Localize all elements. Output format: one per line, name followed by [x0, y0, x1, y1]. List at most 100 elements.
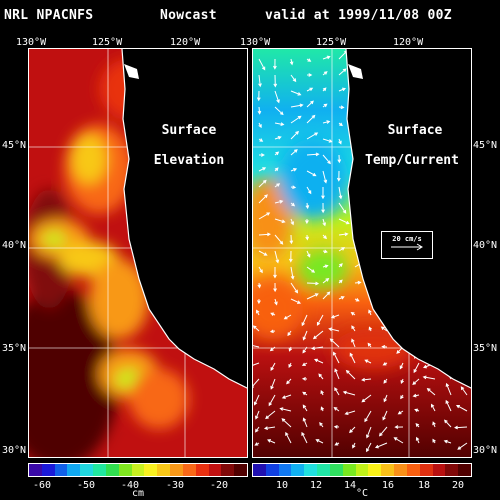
current-vector-74	[322, 138, 333, 143]
current-vector-287	[361, 377, 372, 382]
current-vector-253	[269, 346, 276, 352]
current-vector-306	[445, 382, 452, 396]
current-vector-312	[320, 406, 325, 412]
current-vector-117	[338, 186, 343, 200]
elevation-swatch-9	[144, 464, 158, 476]
model-title: NRL NPACNFS	[4, 8, 94, 23]
elevation-swatch-11	[170, 464, 183, 476]
current-vector-303	[400, 394, 404, 400]
temperature-swatch-3	[291, 464, 305, 476]
current-vector-45	[306, 100, 314, 108]
current-vector-337	[267, 439, 276, 444]
temperature-swatch-4	[304, 464, 318, 476]
current-vector-324	[281, 418, 292, 428]
current-vector-73	[306, 132, 319, 140]
current-vector-16	[290, 74, 297, 83]
current-vector-85	[274, 151, 280, 156]
current-vector-225	[270, 312, 276, 317]
current-vector-116	[321, 186, 325, 200]
temperature-swatch-0	[253, 464, 266, 476]
current-vector-226	[283, 314, 292, 320]
current-vector-266	[253, 362, 260, 366]
temperature-swatch-15	[445, 464, 459, 476]
current-vector-300	[342, 390, 356, 396]
current-vector-322	[255, 426, 260, 433]
temperature-swatch-5	[317, 464, 330, 476]
elev-tick-50: -50	[76, 480, 96, 491]
current-vector-315	[364, 410, 372, 423]
current-vector-283	[301, 377, 308, 381]
temperature-swatch-14	[432, 464, 446, 476]
current-vector-31	[306, 87, 314, 92]
current-vector-211	[274, 298, 278, 306]
current-vector-270	[314, 358, 324, 364]
temp-tick-12: 12	[309, 480, 323, 491]
current-vector-43	[274, 106, 284, 116]
current-vector-126	[258, 194, 268, 204]
current-vector-3	[306, 58, 312, 62]
current-vector-172	[322, 249, 328, 254]
current-vector-128	[290, 202, 296, 207]
current-vector-246	[380, 326, 388, 332]
current-vector-127	[274, 199, 284, 204]
current-vector-330	[378, 426, 388, 437]
lat-label-right-45: 45°N	[473, 140, 498, 151]
current-vector-240	[287, 330, 292, 337]
current-vector-89	[337, 154, 342, 164]
current-vector-42	[257, 106, 262, 115]
current-vector-347	[432, 438, 436, 444]
current-vector-254	[288, 346, 293, 352]
elevation-swatch-10	[157, 464, 171, 476]
vector-scale-arrow-icon	[391, 243, 423, 251]
current-vector-268	[288, 362, 292, 368]
elev-tick-30: -30	[165, 480, 185, 491]
elevation-swatch-0	[29, 464, 42, 476]
current-vector-336	[254, 442, 260, 446]
current-vector-299	[334, 387, 340, 396]
current-vector-1	[273, 58, 277, 70]
temperature-swatch-8	[355, 464, 369, 476]
current-vector-168	[258, 250, 268, 256]
current-vector-98	[258, 167, 267, 172]
current-vector-256	[311, 346, 324, 351]
current-vector-271	[333, 351, 340, 364]
elevation-swatch-12	[182, 464, 196, 476]
current-vector-288	[383, 378, 388, 384]
current-vector-224	[256, 309, 260, 316]
current-vector-290	[412, 378, 420, 385]
temperature-colorbar	[252, 463, 472, 477]
current-vector-156	[289, 234, 294, 245]
current-vector-342	[352, 442, 356, 449]
temperature-swatch-1	[265, 464, 279, 476]
current-vector-275	[399, 362, 404, 370]
current-vector-338	[285, 431, 292, 444]
current-vector-325	[302, 417, 308, 428]
current-vector-340	[315, 439, 324, 444]
elev-tick-20: -20	[209, 480, 229, 491]
current-vector-58	[290, 115, 302, 124]
current-vector-244	[351, 325, 356, 332]
current-vector-75	[338, 138, 342, 145]
elevation-swatch-16	[234, 464, 248, 476]
island-right	[348, 64, 363, 79]
current-vector-61	[338, 122, 343, 127]
current-vector-100	[290, 168, 298, 172]
current-vector-239	[269, 329, 276, 334]
current-vector-284	[318, 373, 324, 380]
left-panel-title-line2: Elevation	[153, 153, 225, 168]
current-vector-238	[253, 325, 260, 332]
current-vector-99	[274, 167, 279, 172]
lat-label-left-35: 35°N	[2, 343, 27, 354]
current-vector-17	[306, 73, 313, 77]
elevation-swatch-5	[93, 464, 106, 476]
current-vector-154	[258, 232, 271, 237]
temperature-swatch-6	[329, 464, 343, 476]
elevation-unit: cm	[132, 488, 145, 499]
current-vector-158	[322, 234, 327, 240]
current-vector-0	[258, 58, 266, 71]
current-vector-348	[443, 439, 452, 444]
current-vector-71	[274, 136, 282, 140]
current-vector-297	[302, 391, 308, 396]
current-vector-298	[320, 389, 324, 396]
current-vector-101	[306, 170, 317, 177]
